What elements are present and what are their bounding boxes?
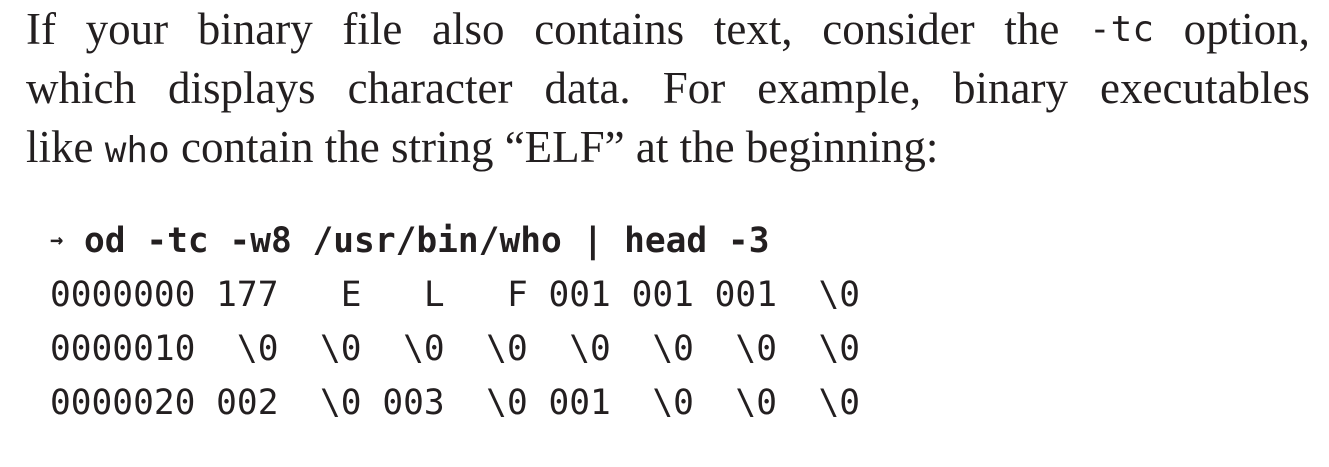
word: consider <box>822 4 975 54</box>
command-text: od -tc -w8 /usr/bin/who | head -3 <box>84 221 770 261</box>
output-line: 0000020 002 \0 003 \0 001 \0 \0 \0 <box>50 383 861 423</box>
prompt-arrow-icon: → <box>50 228 64 253</box>
sentence-tail: contain the string “ELF” at the beginnin… <box>181 122 939 172</box>
word: binary <box>197 4 313 54</box>
word: like <box>26 122 94 172</box>
paragraph-line-3: like who contain the string “ELF” at the… <box>26 118 1321 177</box>
word: contains <box>534 4 685 54</box>
word: also <box>432 4 505 54</box>
word: data. <box>544 63 631 113</box>
terminal-example: → od -tc -w8 /usr/bin/who | head -3 00000… <box>50 214 860 430</box>
word: executables <box>1100 63 1310 113</box>
word: option, <box>1183 4 1310 54</box>
word: For <box>662 63 726 113</box>
word: displays <box>168 63 316 113</box>
word: If <box>26 4 56 54</box>
word: text, <box>713 4 793 54</box>
paragraph-line-1: If your binary file also contains text, … <box>26 0 1310 59</box>
command-line: → od -tc -w8 /usr/bin/who | head -3 <box>50 214 860 268</box>
word: example, <box>757 63 921 113</box>
word: character <box>347 63 513 113</box>
word: binary <box>953 63 1068 113</box>
word: the <box>1004 4 1060 54</box>
body-paragraph: If your binary file also contains text, … <box>26 0 1321 177</box>
paragraph-line-2: which displays character data. For examp… <box>26 59 1310 118</box>
output-line: 0000000 177 E L F 001 001 001 \0 <box>50 275 861 315</box>
word: your <box>85 4 169 54</box>
output-line: 0000010 \0 \0 \0 \0 \0 \0 \0 \0 <box>50 329 861 369</box>
inline-code-option: -tc <box>1088 9 1154 50</box>
inline-code-command: who <box>104 130 170 171</box>
word: which <box>26 63 136 113</box>
word: file <box>342 4 403 54</box>
